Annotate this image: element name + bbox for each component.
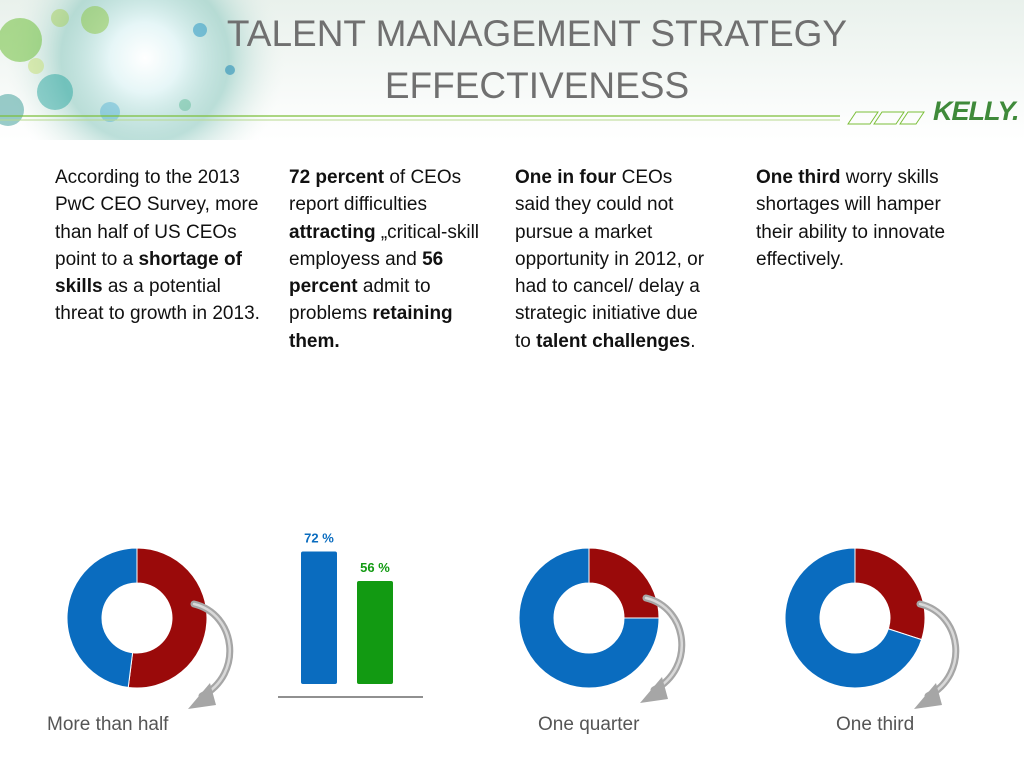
caption-more-than-half: More than half — [47, 714, 169, 735]
text-column-1: According to the 2013 PwC CEO Survey, mo… — [55, 164, 267, 328]
bar-2 — [357, 580, 393, 684]
donut-chart-more-than-half — [66, 547, 234, 709]
emphasis-text: One third — [756, 167, 841, 188]
emphasis-text: shortage of skills — [55, 248, 242, 298]
bar-1 — [301, 551, 337, 684]
emphasis-text: retaining them. — [289, 303, 453, 352]
emphasis-text: 72 percent — [289, 167, 385, 188]
donut-chart-one-quarter — [518, 547, 686, 703]
text-column-3: One in four CEOs said they could not pur… — [515, 164, 705, 355]
body-text: admit to problems — [289, 276, 431, 325]
donut-chart-one-third — [784, 547, 960, 709]
kelly-logo: KELLY. — [933, 96, 1020, 126]
donut-slice-red — [588, 547, 660, 619]
donut-slice-red — [854, 547, 926, 641]
curved-arrow-highlight — [192, 602, 232, 698]
body-text: „critical-skill employess and — [289, 221, 480, 270]
emphasis-text: 56 percent — [289, 248, 444, 298]
text-column-4: One third worry skills shortages will ha… — [756, 164, 946, 273]
donut-slice-blue — [518, 547, 660, 689]
emphasis-text: talent challenges — [536, 330, 691, 352]
bar-data-label-2: 56 % — [360, 560, 390, 575]
body-text: CEOs said they could not pursue a market… — [515, 167, 705, 352]
body-text: worry skills shortages will hamper their… — [756, 167, 946, 270]
bar-chart-attract-retain: 72 % 56 % — [278, 531, 423, 698]
donut-slice-blue — [66, 547, 138, 689]
text-column-2: 72 percent of CEOs report difficulties a… — [289, 164, 481, 355]
header-decoration — [0, 0, 925, 140]
donut-slice-red — [127, 547, 208, 689]
bar-data-label-1: 72 % — [304, 531, 334, 546]
body-text: According to the 2013 PwC CEO Survey, mo… — [55, 167, 259, 270]
page-title: TALENT MANAGEMENT STRATEGY EFFECTIVENESS — [226, 13, 848, 106]
header-banner: TALENT MANAGEMENT STRATEGY EFFECTIVENESS… — [0, 0, 1024, 140]
emphasis-text: One in four — [515, 167, 617, 188]
emphasis-text: attracting — [289, 221, 376, 243]
caption-one-quarter: One quarter — [538, 714, 640, 735]
donut-slice-blue — [784, 547, 923, 689]
caption-one-third: One third — [836, 714, 915, 735]
body-text: . — [690, 330, 696, 352]
arrow-head — [640, 677, 668, 703]
body-text: as a potential threat to growth in 2013. — [55, 276, 260, 325]
curved-arrow-highlight — [644, 596, 684, 692]
arrow-head — [188, 683, 216, 709]
body-text: of CEOs report difficulties — [289, 167, 462, 216]
curved-arrow-highlight — [918, 602, 958, 698]
arrow-head — [914, 683, 942, 709]
